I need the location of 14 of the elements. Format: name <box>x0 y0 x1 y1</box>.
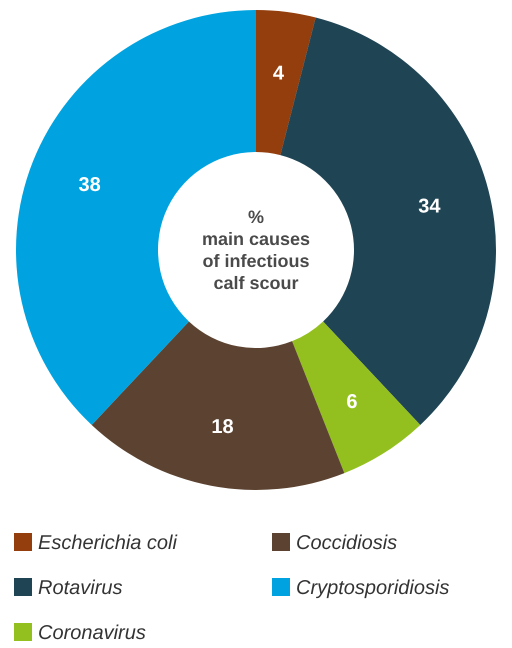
text: % main causes of infectious calf scour <box>202 207 310 293</box>
data-label: 38 <box>78 174 101 196</box>
legend-label: Rotavirus <box>38 577 122 599</box>
donut-slice <box>292 321 420 474</box>
donut-slice <box>92 321 344 490</box>
data-label: 4 <box>272 62 285 84</box>
legend-label: Coronavirus <box>38 622 146 644</box>
data-label: 18 <box>211 416 234 438</box>
data-label: 34 <box>418 195 442 218</box>
legend-label: Escherichia coli <box>38 532 178 554</box>
donut-slice <box>256 10 316 156</box>
legend-label: Cryptosporidiosis <box>296 577 450 599</box>
legend-label: Coccidiosis <box>296 532 398 554</box>
data-label: 6 <box>346 391 358 414</box>
